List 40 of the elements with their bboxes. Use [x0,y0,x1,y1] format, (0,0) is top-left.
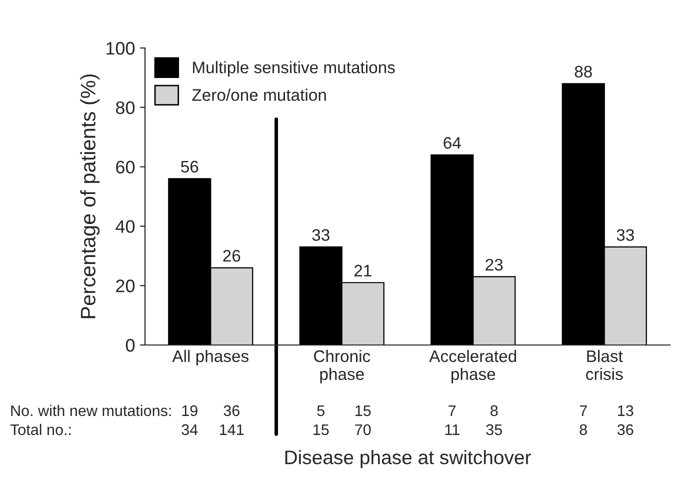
data-label: 64 [444,137,461,149]
text: 15 [314,424,329,436]
text: 34 [182,424,198,436]
text: 70 [355,424,371,436]
text: 7 [448,405,456,416]
data-label: 88 [574,66,592,78]
x-tick-label: Blast crisis [586,350,623,380]
data-label: 33 [312,229,330,241]
y-tick-label: 40 [116,220,135,233]
x-tick-label: Chronic phase [314,350,370,384]
text: 15 [356,405,371,416]
y-tick-label: 20 [116,280,135,292]
legend-label: Zero/one mutation [192,88,326,101]
y-axis-title: Percentage of patients (%) [80,74,100,318]
text: No. with new mutations: [11,404,171,416]
text: 8 [490,405,498,416]
data-label: 33 [616,229,634,241]
y-tick-label: 80 [116,101,135,114]
text: 36 [617,424,634,436]
data-label: 26 [223,250,240,262]
data-label: 21 [354,264,372,276]
text: Total no.: [10,424,71,436]
x-tick-label: All phases [172,350,248,366]
text: 35 [486,424,502,436]
y-tick-label: 0 [126,338,135,352]
data-label: 23 [486,258,503,271]
x-axis-title: Disease phase at switchover [285,450,531,468]
x-tick-label: Accelerated phase [429,350,516,384]
legend-label: Multiple sensitive mutations [193,61,395,77]
y-tick-label: 100 [106,42,135,55]
text: 5 [317,405,324,416]
text: 19 [182,405,198,416]
text: 36 [224,405,240,416]
text: 13 [618,405,634,416]
text: 7 [580,405,587,416]
y-tick-label: 60 [116,160,135,174]
text: 141 [220,424,244,435]
text: 8 [580,424,587,436]
text: 11 [445,424,460,435]
data-label: 56 [181,160,198,173]
